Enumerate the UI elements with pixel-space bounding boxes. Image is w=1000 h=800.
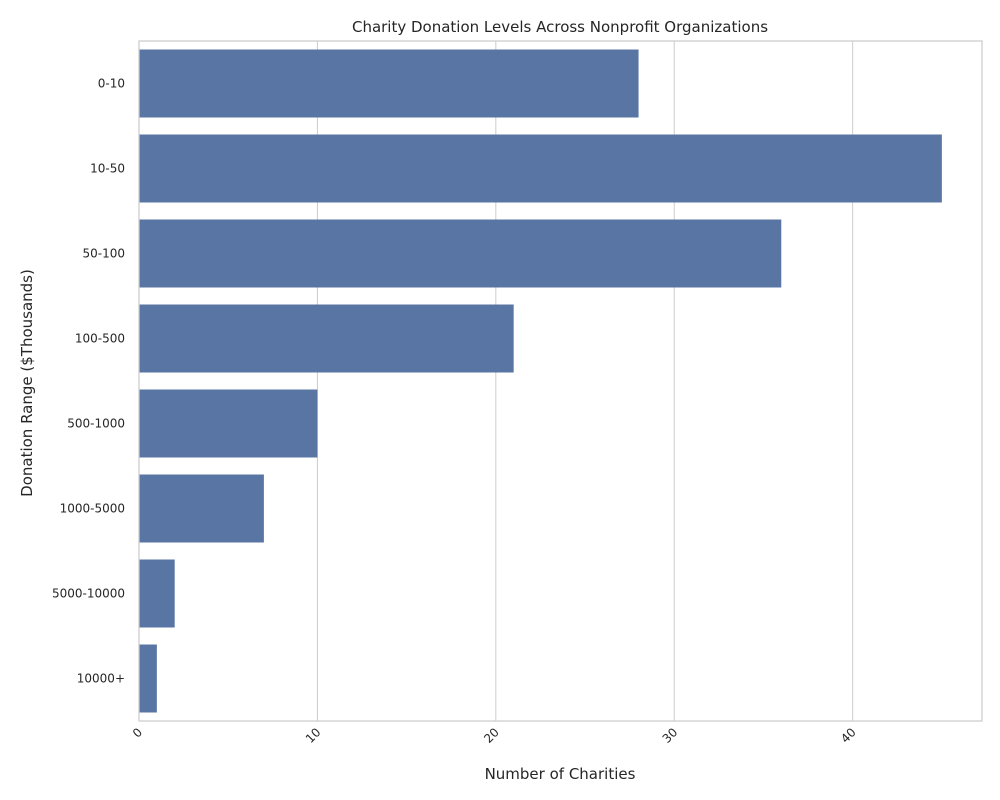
bar-5000-10000 <box>139 559 175 628</box>
y-axis-label: Donation Range ($Thousands) <box>18 269 36 497</box>
bar-100-500 <box>139 304 514 373</box>
bars <box>139 49 942 713</box>
y-tick-label: 1000-5000 <box>60 502 125 516</box>
bar-50-100 <box>139 219 782 288</box>
y-tick-label: 100-500 <box>75 332 125 346</box>
bar-10000+ <box>139 644 157 713</box>
y-tick-labels: 0-10 10-50 50-100 100-500 500-1000 1000-5000 5… <box>52 77 125 686</box>
x-axis-label: Number of Charities <box>485 765 636 783</box>
bar-1000-5000 <box>139 474 264 543</box>
y-tick-label: 50-100 <box>82 247 125 261</box>
bar-0-10 <box>139 49 639 118</box>
y-tick-label: 10000+ <box>77 672 125 686</box>
plot-frame <box>138 40 983 722</box>
y-tick-label: 5000-10000 <box>52 587 125 601</box>
chart-title: Charity Donation Levels Across Nonprofit… <box>352 18 768 36</box>
bar-10-50 <box>139 134 942 203</box>
bar-500-1000 <box>139 389 318 458</box>
y-tick-label: 500-1000 <box>67 417 125 431</box>
y-tick-label: 10-50 <box>90 162 125 176</box>
y-tick-label: 0-10 <box>98 77 125 91</box>
